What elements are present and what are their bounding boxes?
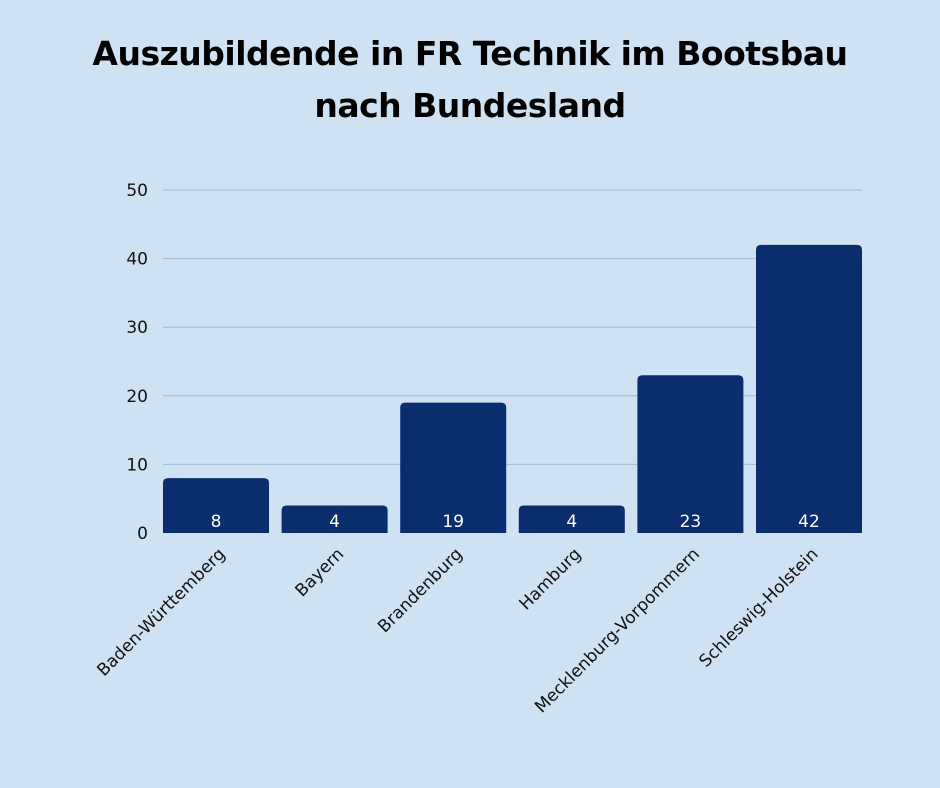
bar bbox=[281, 505, 388, 533]
x-category-label: Bayern bbox=[292, 544, 349, 601]
y-tick-label: 40 bbox=[126, 250, 148, 270]
bar bbox=[163, 478, 269, 533]
y-axis-ticks: 0 10 20 30 40 50 bbox=[126, 181, 148, 544]
chart-title-line-2: nach Bundesland bbox=[314, 86, 626, 125]
y-tick-label: 10 bbox=[126, 455, 148, 475]
bars bbox=[163, 244, 862, 533]
chart-title: Auszubildende in FR Technik im Bootsbau … bbox=[0, 28, 940, 132]
x-category-label: Baden-Württemberg bbox=[93, 544, 229, 680]
bar-value-label: 4 bbox=[566, 512, 577, 532]
bar bbox=[637, 375, 744, 533]
bar-value-label: 4 bbox=[329, 512, 340, 532]
y-tick-label: 30 bbox=[126, 318, 148, 338]
x-category-label: Hamburg bbox=[515, 544, 585, 614]
gridlines bbox=[163, 189, 862, 465]
x-axis-category-labels: Baden-Württemberg Bayern Brandenburg Hambur… bbox=[93, 544, 822, 717]
chart-title-line-1: Auszubildende in FR Technik im Bootsbau bbox=[92, 34, 848, 73]
y-tick-label: 20 bbox=[126, 387, 148, 407]
bar bbox=[400, 402, 507, 533]
bar-value-label: 42 bbox=[798, 512, 820, 532]
bar bbox=[518, 505, 625, 533]
x-category-label: Brandenburg bbox=[374, 544, 467, 637]
bar-value-label: 8 bbox=[211, 512, 222, 532]
y-tick-label: 50 bbox=[126, 181, 148, 201]
bar bbox=[756, 244, 862, 533]
y-tick-label: 0 bbox=[137, 524, 148, 544]
bar-value-labels: 8 4 19 4 23 42 bbox=[211, 512, 820, 532]
x-category-label: Schleswig-Holstein bbox=[695, 544, 822, 671]
bar-value-label: 23 bbox=[680, 512, 702, 532]
bar-value-label: 19 bbox=[442, 512, 464, 532]
